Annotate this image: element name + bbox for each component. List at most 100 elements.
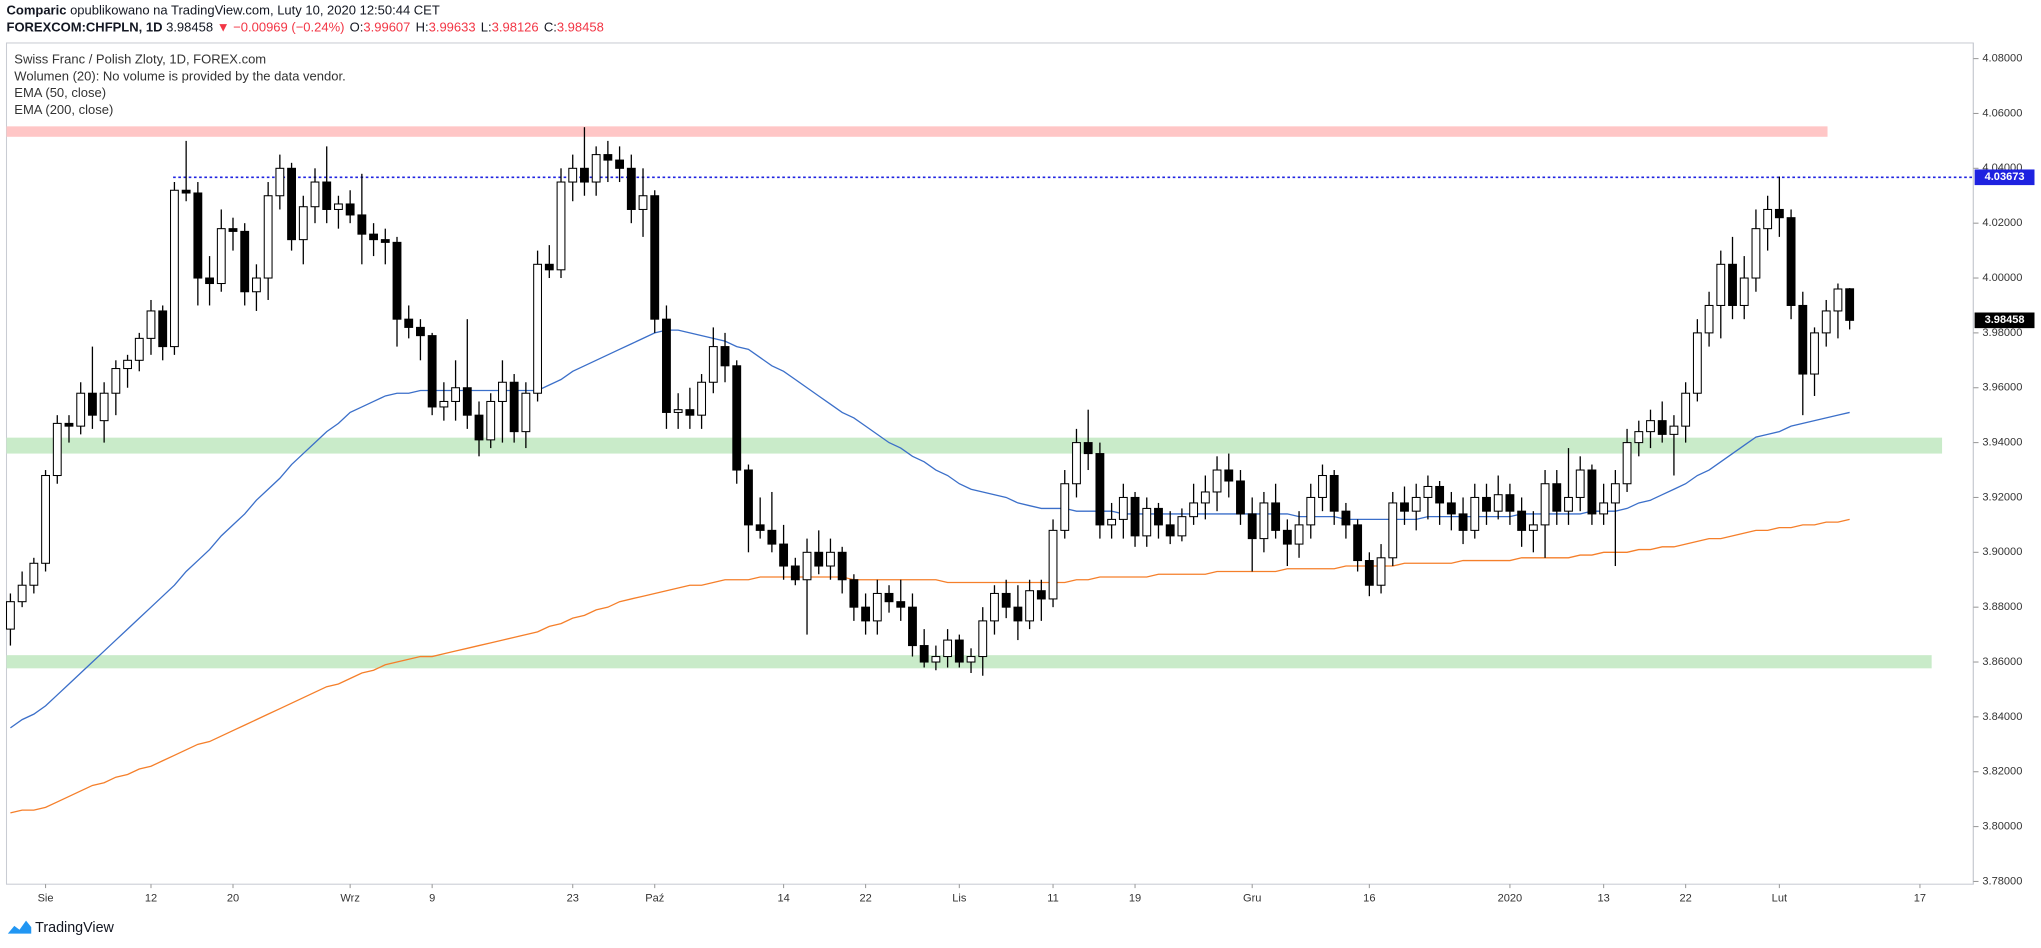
candle-body	[1728, 263, 1737, 306]
x-tick-label: 22	[1680, 892, 1692, 904]
candle-body	[52, 422, 62, 477]
candle-body	[673, 409, 683, 413]
candle-body	[1224, 469, 1234, 482]
x-tick-label: 9	[429, 892, 435, 904]
candle-body	[158, 310, 168, 348]
x-tick-label: 17	[1914, 892, 1926, 904]
candle-body	[1575, 469, 1585, 498]
candle-body	[1634, 431, 1644, 444]
x-tick-label: Wrz	[340, 892, 359, 904]
candle-body	[263, 195, 273, 279]
candle-body	[1528, 524, 1538, 531]
x-tick-label: 19	[1129, 892, 1141, 904]
plot-frame	[5, 42, 1974, 885]
candle-body	[1845, 288, 1855, 321]
candle-body	[123, 359, 132, 370]
candle-body	[884, 592, 894, 603]
y-tick-label: 3.80000	[1982, 821, 2022, 833]
candle-body	[1107, 518, 1117, 526]
y-tick-label: 3.86000	[1982, 656, 2022, 668]
candle-body	[462, 387, 472, 416]
ohlc-key: C:	[544, 20, 557, 35]
candle-body	[1493, 494, 1503, 512]
candle-body	[1482, 496, 1491, 512]
candle-body	[615, 159, 625, 169]
candle-body	[134, 337, 144, 361]
candle-body	[298, 206, 308, 241]
candle-body	[650, 195, 660, 320]
candle-body	[521, 392, 531, 433]
candle-body	[1212, 469, 1222, 493]
candle-body	[931, 656, 941, 663]
candle-body	[17, 584, 27, 603]
legend-ema200: EMA (200, close)	[14, 102, 113, 117]
x-tick-label: 16	[1363, 892, 1375, 904]
volume-note: Wolumen (20): No volume is provided by t…	[14, 68, 345, 83]
candle-body	[1083, 442, 1093, 455]
candle-body	[790, 565, 800, 581]
candle-body	[1622, 442, 1632, 485]
ohlc-value: 3.99633	[429, 20, 476, 35]
candle-body	[1282, 529, 1292, 545]
last-price-tag-bg	[1974, 312, 2035, 329]
candle-body	[1236, 480, 1245, 515]
candle-body	[708, 346, 718, 383]
candle-body	[837, 551, 847, 581]
candle-body	[404, 318, 414, 328]
candle-body	[1177, 516, 1187, 537]
y-tick-label: 3.84000	[1982, 711, 2022, 723]
candle-body	[1036, 590, 1046, 600]
x-tick-label: 14	[777, 892, 789, 904]
y-tick-label: 4.08000	[1982, 53, 2022, 65]
candle-body	[1329, 474, 1339, 512]
candle-body	[1118, 496, 1128, 520]
candle-body	[1259, 502, 1269, 540]
candle-body	[439, 400, 449, 408]
candle-body	[1095, 453, 1105, 526]
candle-body	[1435, 485, 1445, 504]
candle-body	[1189, 502, 1199, 518]
footer-logo: TradingView	[7, 920, 115, 936]
candle-body	[216, 228, 226, 285]
candle-body	[1423, 485, 1433, 498]
candle-body	[1411, 496, 1421, 512]
y-tick-label: 3.98000	[1982, 327, 2022, 339]
candle-body	[99, 392, 109, 422]
candle-body	[169, 189, 179, 348]
candle-body	[720, 346, 730, 367]
candle-body	[1833, 288, 1843, 312]
ohlc-value: 3.98458	[557, 20, 604, 35]
ohlc-key: H:	[416, 20, 429, 35]
candle-body	[1025, 590, 1035, 622]
candle-body	[76, 392, 86, 427]
y-tick-label: 4.06000	[1982, 107, 2022, 119]
candle-body	[1786, 217, 1796, 306]
candle-body	[580, 167, 589, 183]
candle-body	[392, 241, 402, 320]
candle-body	[1810, 332, 1819, 375]
legend-title: Swiss Franc / Polish Zloty, 1D, FOREX.co…	[14, 51, 266, 66]
candle-body	[744, 469, 753, 526]
candle-body	[533, 263, 543, 394]
candle-body	[29, 562, 39, 586]
axes: 4.080004.060004.040004.020004.000003.980…	[38, 53, 2035, 904]
candle-body	[1505, 494, 1515, 512]
candle-body	[1517, 510, 1527, 531]
candle-body	[427, 335, 437, 408]
zone	[6, 437, 1943, 454]
candle-body	[591, 154, 601, 183]
candle-body	[1294, 524, 1304, 545]
candle-body	[1072, 442, 1081, 485]
ohlc-value: 3.99607	[363, 20, 410, 35]
x-tick-label: 22	[859, 892, 871, 904]
candle-body	[1318, 474, 1327, 498]
candle-body	[544, 263, 554, 271]
candle-body	[474, 414, 484, 441]
candle-body	[1060, 483, 1070, 531]
candles	[5, 127, 1855, 676]
candle-body	[1646, 420, 1655, 433]
x-tick-label: 23	[567, 892, 579, 904]
change: ▼ −0.00969 (−0.24%)	[217, 20, 345, 35]
